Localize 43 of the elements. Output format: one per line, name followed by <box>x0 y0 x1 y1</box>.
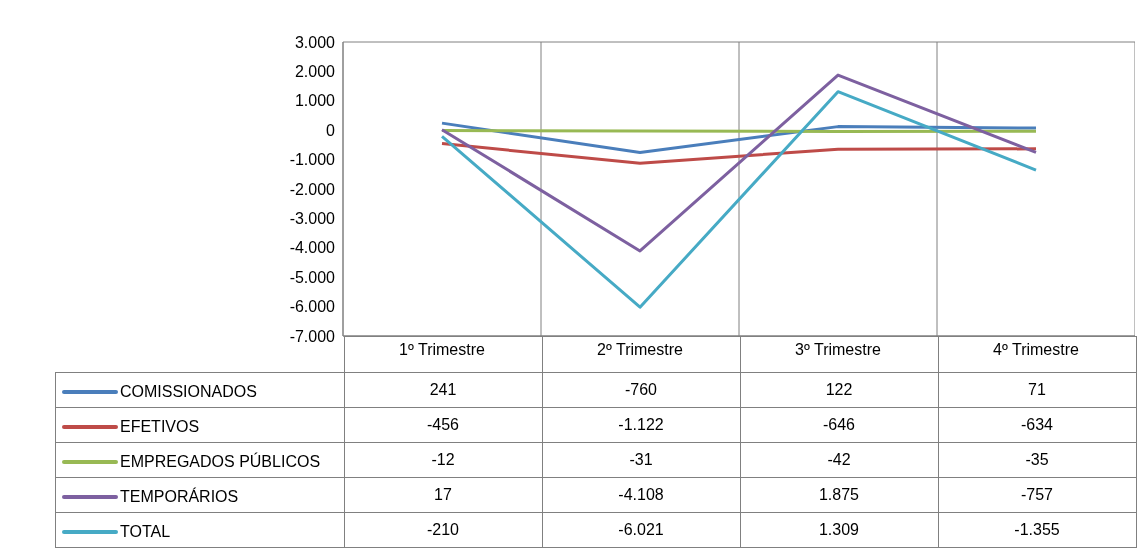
legend-label: EMPREGADOS PÚBLICOS <box>120 452 321 471</box>
data-label: 1.309 <box>740 512 938 548</box>
data-label: 241 <box>344 372 542 408</box>
data-label: -210 <box>344 512 542 548</box>
data-label: 71 <box>938 372 1136 408</box>
data-label: -456 <box>344 407 542 443</box>
data-label: -31 <box>542 442 740 478</box>
data-label: -35 <box>938 442 1136 478</box>
legend-label: TEMPORÁRIOS <box>120 487 239 506</box>
line-series <box>440 73 1038 253</box>
line-series <box>440 142 1038 165</box>
y-tick-label: 0 <box>326 121 336 139</box>
y-tick-label: -3.000 <box>289 210 336 228</box>
data-label: -1.122 <box>542 407 740 443</box>
legend-label: COMISSIONADOS <box>120 382 257 401</box>
data-label: -12 <box>344 442 542 478</box>
y-tick-label: -6.000 <box>289 298 336 316</box>
x-tick-label: 4º Trimestre <box>993 341 1080 359</box>
y-tick-label: 3.000 <box>294 33 336 51</box>
y-tick-label: -1.000 <box>289 151 336 169</box>
y-tick-label: -4.000 <box>289 239 336 257</box>
data-label: -634 <box>938 407 1136 443</box>
legend-label: EFETIVOS <box>120 417 200 436</box>
x-tick-label: 2º Trimestre <box>597 341 684 359</box>
data-label: -1.355 <box>938 512 1136 548</box>
data-label: 122 <box>740 372 938 408</box>
x-tick-label: 3º Trimestre <box>795 341 882 359</box>
data-label: -757 <box>938 477 1136 513</box>
y-tick-label: 1.000 <box>294 92 336 110</box>
data-label: 1.875 <box>740 477 938 513</box>
y-tick-label: -5.000 <box>289 268 336 286</box>
data-label: 17 <box>344 477 542 513</box>
line-series <box>440 90 1038 309</box>
y-tick-label: 2.000 <box>294 63 336 81</box>
legend-label: TOTAL <box>120 522 171 541</box>
x-tick-label: 1º Trimestre <box>399 341 486 359</box>
data-label: -646 <box>740 407 938 443</box>
data-label: -760 <box>542 372 740 408</box>
data-label: -6.021 <box>542 512 740 548</box>
y-tick-label: -7.000 <box>289 327 336 345</box>
data-label: -42 <box>740 442 938 478</box>
y-tick-label: -2.000 <box>289 180 336 198</box>
data-label: -4.108 <box>542 477 740 513</box>
